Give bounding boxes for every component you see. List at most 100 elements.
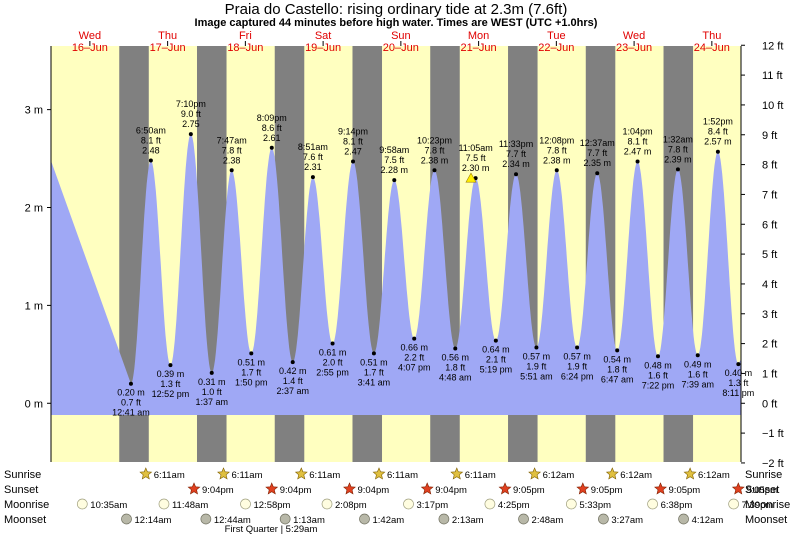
low-tide-feet: 0.7 ft (121, 398, 142, 408)
low-tide-feet: 1.9 ft (567, 361, 588, 371)
y-tick-label-right: 4 ft (762, 279, 777, 291)
moonrise-icon (565, 498, 577, 510)
y-tick-label-left: 1 m (25, 300, 43, 312)
low-tide-point (695, 353, 700, 358)
high-tide-feet: 7.6 ft (303, 152, 324, 162)
row-label-right: Sunset (745, 484, 779, 496)
low-tide-point (209, 370, 214, 375)
high-tide-metres: 2.47 (344, 147, 362, 157)
low-tide-time: 8:11 pm (722, 388, 754, 398)
moonrise-icon (76, 498, 88, 510)
low-tide-point (534, 345, 539, 350)
low-tide-metres: 0.56 m (442, 352, 470, 362)
sunset-time: 9:04pm (280, 485, 312, 496)
sunrise-time: 6:11am (232, 470, 263, 481)
low-tide-time: 4:07 pm (398, 363, 431, 373)
chart-title: Praia do Castello: rising ordinary tide … (225, 1, 568, 18)
low-tide-point (249, 351, 254, 356)
sunrise-time: 6:11am (154, 470, 185, 481)
moonrise-time: 2:08pm (335, 500, 367, 511)
sunrise-time: 6:11am (387, 470, 418, 481)
sunrise-time: 6:12am (620, 470, 652, 481)
day-date: 20–Jun (383, 42, 419, 54)
moonset-icon (359, 513, 370, 525)
row-label-left: Sunrise (4, 469, 41, 481)
current-tide-marker (465, 172, 477, 183)
low-tide-feet: 1.7 ft (364, 367, 385, 377)
day-date: 18–Jun (227, 42, 263, 54)
sunrise-icon (528, 467, 542, 480)
low-tide-feet: 1.6 ft (688, 369, 709, 379)
moonset-time: 2:48am (532, 515, 564, 526)
row-label-right: Sunrise (745, 469, 782, 481)
day-labels: Wed16–JunThu17–JunFri18–JunSat19–JunSun2… (72, 30, 730, 54)
high-tide-metres: 2.47 m (624, 147, 652, 157)
high-tide-metres: 2.48 (142, 146, 160, 156)
low-tide-metres: 0.51 m (360, 357, 388, 367)
moonrise-icon (240, 498, 251, 510)
y-tick-label-right: 9 ft (762, 130, 777, 142)
sunset-time: 9:05pm (669, 485, 701, 496)
high-tide-feet: 7.8 ft (424, 145, 445, 155)
low-tide-point (330, 341, 335, 346)
low-tide-feet: 1.4 ft (283, 376, 304, 386)
day-date: 22–Jun (538, 42, 574, 54)
high-tide-feet: 8.1 ft (628, 137, 649, 147)
low-tide-feet: 1.6 ft (648, 370, 669, 380)
sunset-icon (731, 482, 745, 495)
high-tide-point (351, 159, 356, 164)
day-name: Wed (79, 30, 101, 42)
moonrise-time: 6:38pm (661, 500, 693, 511)
row-label-left: Moonset (4, 514, 46, 526)
high-tide-metres: 2.35 m (583, 158, 611, 168)
high-tide-metres: 2.34 m (502, 159, 530, 169)
tide-curve-area (51, 134, 741, 416)
high-tide-metres: 2.38 (223, 155, 241, 165)
high-tide-point (432, 168, 437, 173)
moonrise-time: 7:39pm (742, 500, 774, 511)
sunrise-time: 6:11am (465, 470, 496, 481)
moonset-icon (598, 513, 609, 525)
sunset-icon (420, 482, 434, 495)
day-name: Sat (315, 30, 332, 42)
high-tide-metres: 2.57 m (704, 137, 732, 147)
low-tide-time: 5:19 pm (480, 365, 513, 375)
sunset-icon (187, 482, 201, 495)
y-tick-label-right: 6 ft (762, 219, 777, 231)
high-tide-metres: 2.30 m (462, 163, 490, 173)
low-tide-metres: 0.61 m (319, 348, 347, 358)
day-name: Tue (547, 30, 566, 42)
low-tide-time: 1:37 am (195, 397, 228, 407)
day-date: 21–Jun (461, 42, 497, 54)
low-tide-time: 5:51 am (520, 371, 553, 381)
sunrise-time: 6:12am (698, 470, 730, 481)
sunset-time: 9:04pm (435, 485, 467, 496)
low-tide-metres: 0.42 m (279, 366, 307, 376)
high-tide-point (675, 167, 680, 172)
low-tide-point (453, 346, 458, 351)
moonrise-icon (647, 498, 658, 510)
y-tick-label-right: 2 ft (762, 339, 777, 351)
high-tide-time: 9:58am (379, 145, 409, 155)
low-tide-feet: 1.8 ft (607, 364, 628, 374)
high-tide-time: 11:33pm (499, 139, 533, 149)
low-tide-time: 1:50 pm (235, 377, 268, 387)
high-tide-point (514, 172, 519, 177)
moonrise-time: 4:25pm (498, 500, 530, 511)
moonset-icon (438, 513, 450, 525)
high-tide-point (188, 132, 193, 137)
low-tide-feet: 1.3 ft (728, 378, 749, 388)
high-tide-point (595, 171, 600, 176)
sunset-icon (265, 482, 279, 495)
low-tide-time: 7:22 pm (642, 380, 675, 390)
high-tide-time: 12:08pm (539, 135, 574, 145)
low-tide-point (736, 362, 741, 367)
high-tide-time: 7:47am (217, 135, 247, 145)
high-tide-time: 6:50am (136, 126, 166, 136)
y-tick-label-right: 3 ft (762, 309, 777, 321)
high-tide-point (392, 178, 397, 183)
low-tide-metres: 0.57 m (523, 351, 551, 361)
low-tide-point (128, 381, 133, 386)
low-tide-point (290, 360, 295, 365)
